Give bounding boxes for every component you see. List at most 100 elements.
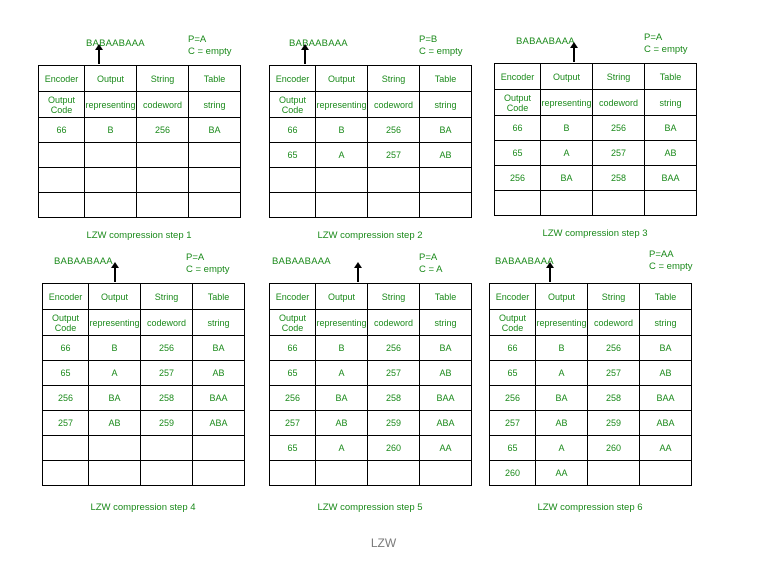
table-cell: 257: [592, 140, 645, 166]
table-cell: 66: [494, 115, 541, 141]
p-value: P=A: [186, 252, 205, 263]
table-cell: codeword: [367, 91, 420, 118]
table-cell: AB: [88, 410, 141, 436]
table-cell: 257: [140, 360, 193, 386]
table-row: 257 AB 259 ABA: [269, 410, 472, 436]
table-cell: BAA: [644, 165, 697, 191]
step-caption: LZW compression step 3: [542, 228, 648, 239]
table-cell: representing: [84, 91, 137, 118]
table-header-row: Encoder Output String Table: [489, 283, 692, 310]
table-cell: ABA: [419, 410, 472, 436]
table-cell: String: [140, 283, 193, 310]
c-value: C = empty: [644, 44, 688, 55]
p-value: P=A: [644, 32, 663, 43]
table-cell: [419, 460, 472, 486]
table-cell: representing: [315, 91, 368, 118]
table-cell: 65: [489, 435, 536, 461]
state-values: P=A C = A: [419, 252, 443, 276]
table-row: [269, 460, 472, 486]
table-cell: [592, 190, 645, 216]
table-cell: AB: [315, 410, 368, 436]
table-cell: 256: [136, 117, 189, 143]
table-cell: Table: [188, 65, 241, 92]
step-caption: LZW compression step 4: [90, 502, 196, 513]
pointer-arrow-icon: [570, 42, 578, 62]
table-header-row: Encoder Output String Table: [269, 283, 472, 310]
table-cell: [419, 167, 472, 193]
table-cell: 256: [367, 117, 420, 143]
table-row: 65 A 257 AB: [494, 140, 697, 166]
table-cell: A: [315, 142, 368, 168]
table-cell: Output Code: [38, 91, 85, 118]
table-cell: Output: [535, 283, 588, 310]
table-cell: 258: [587, 385, 640, 411]
table-cell: String: [587, 283, 640, 310]
table-cell: codeword: [136, 91, 189, 118]
table-cell: string: [644, 89, 697, 116]
panel-step-2: BABAABAAA P=B C = empty Encoder Output Str…: [269, 4, 519, 241]
table-cell: AB: [419, 142, 472, 168]
table-cell: 260: [367, 435, 420, 461]
table-cell: Encoder: [269, 283, 316, 310]
table-cell: 65: [269, 360, 316, 386]
table-cell: BA: [192, 335, 245, 361]
table-cell: A: [315, 360, 368, 386]
table-row: [38, 142, 241, 168]
table-cell: ABA: [639, 410, 692, 436]
table-cell: [367, 192, 420, 218]
table-row: [38, 167, 241, 193]
table-cell: representing: [535, 309, 588, 336]
table-cell: Output Code: [269, 309, 316, 336]
table-cell: 256: [42, 385, 89, 411]
step-caption: LZW compression step 1: [86, 230, 192, 241]
table-header-row: Encoder Output String Table: [494, 63, 697, 90]
table-cell: [315, 192, 368, 218]
table-cell: 66: [489, 335, 536, 361]
lzw-table: Encoder Output String Table Output Code repre…: [42, 283, 245, 486]
table-cell: AA: [419, 435, 472, 461]
table-cell: B: [315, 117, 368, 143]
table-cell: [269, 192, 316, 218]
table-subheader-row: Output Code representing codeword string: [269, 91, 472, 118]
table-row: 66 B 256 BA: [269, 335, 472, 361]
table-cell: [644, 190, 697, 216]
p-value: P=B: [419, 34, 438, 45]
table-cell: AB: [192, 360, 245, 386]
table-cell: Encoder: [489, 283, 536, 310]
table-cell: 259: [140, 410, 193, 436]
table-cell: string: [188, 91, 241, 118]
table-cell: string: [639, 309, 692, 336]
pointer-arrow-icon: [95, 44, 103, 64]
table-row: 66 B 256 BA: [42, 335, 245, 361]
table-row: 256 BA 258 BAA: [494, 165, 697, 191]
table-cell: 66: [38, 117, 85, 143]
table-cell: 256: [367, 335, 420, 361]
table-cell: BA: [639, 335, 692, 361]
table-row: 65 A 257 AB: [269, 360, 472, 386]
c-value: C = A: [419, 264, 443, 275]
table-cell: Encoder: [494, 63, 541, 90]
table-row: 260 AA: [489, 460, 692, 486]
table-cell: [136, 192, 189, 218]
table-cell: 256: [140, 335, 193, 361]
table-cell: BA: [540, 165, 593, 191]
input-string: BABAABAAA: [289, 38, 348, 49]
table-cell: [269, 167, 316, 193]
table-header-row: Encoder Output String Table: [38, 65, 241, 92]
table-row: [42, 435, 245, 461]
input-string: BABAABAAA: [272, 256, 331, 267]
table-row: 257 AB 259 ABA: [489, 410, 692, 436]
pointer-arrow-icon: [111, 262, 119, 282]
input-string: BABAABAAA: [54, 256, 113, 267]
table-cell: B: [540, 115, 593, 141]
table-row: 65 A 257 AB: [269, 142, 472, 168]
table-cell: [140, 435, 193, 461]
table-cell: [419, 192, 472, 218]
table-cell: 66: [269, 117, 316, 143]
table-row: 256 BA 258 BAA: [489, 385, 692, 411]
panel-step-1: BABAABAAA P=A C = empty Encoder Output Str…: [38, 4, 288, 241]
table-cell: [38, 167, 85, 193]
table-cell: Table: [644, 63, 697, 90]
table-cell: [136, 167, 189, 193]
figure-footer-label: LZW: [370, 536, 397, 550]
